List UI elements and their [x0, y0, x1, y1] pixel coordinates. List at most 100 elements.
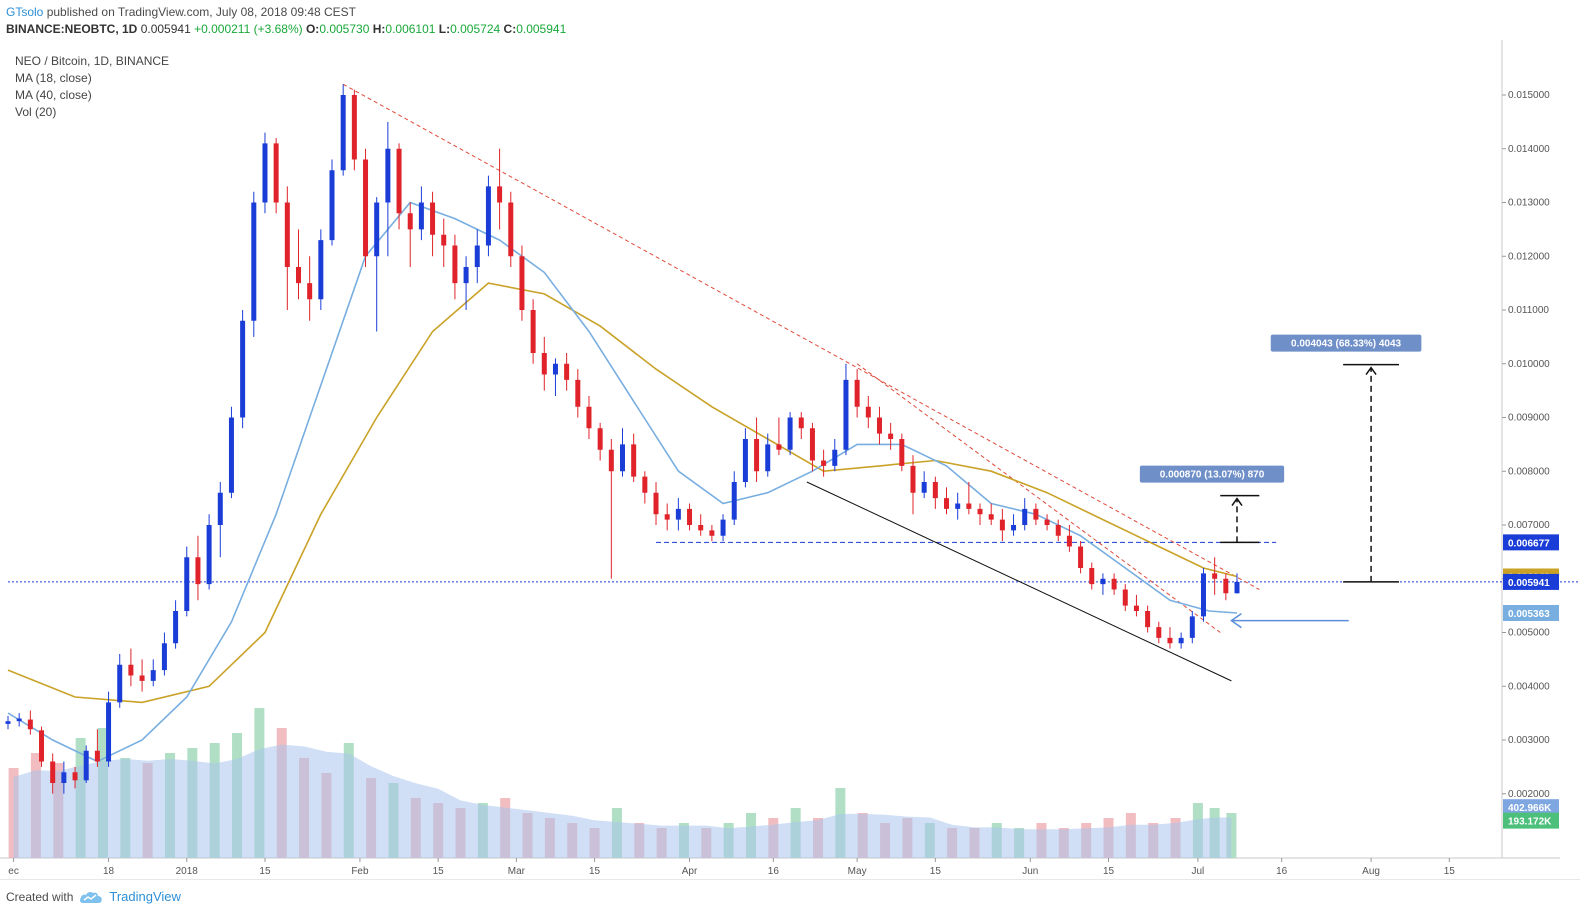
candle-70: [787, 412, 793, 456]
measure-label-0: 0.000870 (13.07%) 870: [1160, 470, 1265, 481]
candle-21: [240, 310, 246, 429]
candle-109: [1223, 573, 1229, 601]
candle-body: [184, 557, 190, 611]
high-value: 0.006101: [385, 22, 436, 36]
x-tick-label-12: Jun: [1022, 866, 1038, 877]
chart-footer: Created with TradingView: [0, 880, 1580, 921]
price-tag-box-2: [1503, 573, 1559, 590]
candle-86: [966, 482, 972, 515]
candle-body: [195, 557, 201, 585]
candle-body: [407, 213, 413, 230]
candle-body: [1178, 637, 1184, 644]
candle-40: [452, 234, 458, 300]
candle-body: [1111, 578, 1117, 590]
candle-body: [1212, 573, 1218, 579]
candle-body: [1044, 519, 1050, 525]
candle-body: [1066, 535, 1072, 547]
candle-6: [72, 766, 78, 789]
candle-18: [206, 514, 212, 590]
candle-body: [206, 525, 212, 585]
candle-54: [608, 439, 614, 579]
candle-56: [631, 433, 637, 482]
trendline-support: [806, 481, 1232, 682]
candle-95: [1066, 525, 1072, 552]
candle-body: [742, 439, 748, 482]
candle-58: [653, 482, 659, 525]
trendline-resistance-1: [342, 83, 1260, 590]
candle-62: [698, 514, 704, 536]
candle-body: [955, 503, 961, 509]
candle-4: [50, 753, 56, 794]
candle-body: [61, 772, 67, 783]
candle-37: [418, 186, 424, 241]
legend-title[interactable]: NEO / Bitcoin, 1D, BINANCE: [15, 54, 170, 68]
x-tick-label-6: Mar: [508, 866, 526, 877]
candle-12: [139, 659, 145, 692]
candle-71: [798, 412, 804, 439]
created-with: Created with TradingView: [6, 889, 181, 904]
y-tick-label-13: 0.002000: [1508, 789, 1550, 800]
candle-body: [1078, 546, 1084, 568]
y-tick-label-0: 0.015000: [1508, 90, 1550, 101]
candle-body: [1133, 605, 1139, 611]
candle-body: [430, 202, 436, 235]
y-tick-label-4: 0.011000: [1508, 305, 1549, 316]
candle-body: [921, 482, 927, 493]
measure-arrowhead-1: [1365, 366, 1377, 376]
candle-14: [161, 632, 167, 676]
candle-27: [307, 256, 313, 321]
legend-volume[interactable]: Vol (20): [15, 105, 57, 119]
candle-body: [39, 730, 45, 762]
candle-17: [195, 535, 201, 601]
candle-body: [586, 406, 592, 429]
candle-103: [1156, 621, 1162, 644]
candle-81: [910, 455, 916, 515]
candle-48: [541, 336, 547, 391]
candle-33: [374, 197, 380, 332]
candle-68: [765, 433, 771, 477]
candle-63: [709, 525, 715, 542]
candle-31: [351, 89, 357, 171]
tradingview-brand[interactable]: TradingView: [109, 889, 181, 904]
candle-body: [988, 514, 994, 520]
candle-96: [1078, 541, 1084, 574]
price-tag-box-3: [1503, 604, 1559, 621]
candle-28: [318, 229, 324, 310]
candle-body: [284, 202, 290, 267]
candle-97: [1089, 562, 1095, 590]
legend-ma40[interactable]: MA (40, close): [15, 88, 92, 102]
candle-body: [620, 444, 625, 472]
candle-body: [1022, 508, 1028, 525]
candle-46: [519, 245, 525, 321]
candle-87: [977, 503, 983, 525]
candle-body: [150, 670, 156, 681]
candle-body: [173, 611, 179, 644]
candle-0: [5, 715, 11, 730]
legend-ma18[interactable]: MA (18, close): [15, 71, 92, 85]
candle-60: [675, 498, 681, 531]
candle-body: [240, 320, 246, 418]
candle-64: [720, 514, 726, 542]
candle-26: [295, 229, 301, 300]
symbol-interval: BINANCE:NEOBTC, 1D: [6, 22, 138, 36]
candle-body: [1100, 578, 1106, 585]
price-chart[interactable]: 0.015000 0.014000 0.013000 0.012000 0.011000…: [0, 40, 1580, 880]
candle-body: [720, 519, 726, 536]
candle-body: [910, 465, 916, 493]
y-tick-label-2: 0.013000: [1508, 198, 1550, 209]
candle-93: [1044, 514, 1050, 531]
candle-44: [497, 148, 503, 230]
candle-body: [1234, 581, 1240, 594]
candle-92: [1033, 503, 1039, 525]
y-tick-label-3: 0.012000: [1508, 251, 1550, 262]
measure-label-box-0: [1139, 465, 1285, 483]
author-link[interactable]: GTsolo: [6, 5, 44, 19]
y-tick-label-11: 0.004000: [1508, 681, 1550, 692]
candle-83: [932, 476, 938, 509]
measure-arrowhead-0: [1231, 497, 1243, 507]
candle-body: [1167, 637, 1173, 644]
price-tag-0: 0.006677: [1508, 538, 1550, 549]
candle-74: [832, 439, 838, 472]
volume-ma-area: [13, 744, 1232, 858]
candle-36: [407, 202, 413, 267]
